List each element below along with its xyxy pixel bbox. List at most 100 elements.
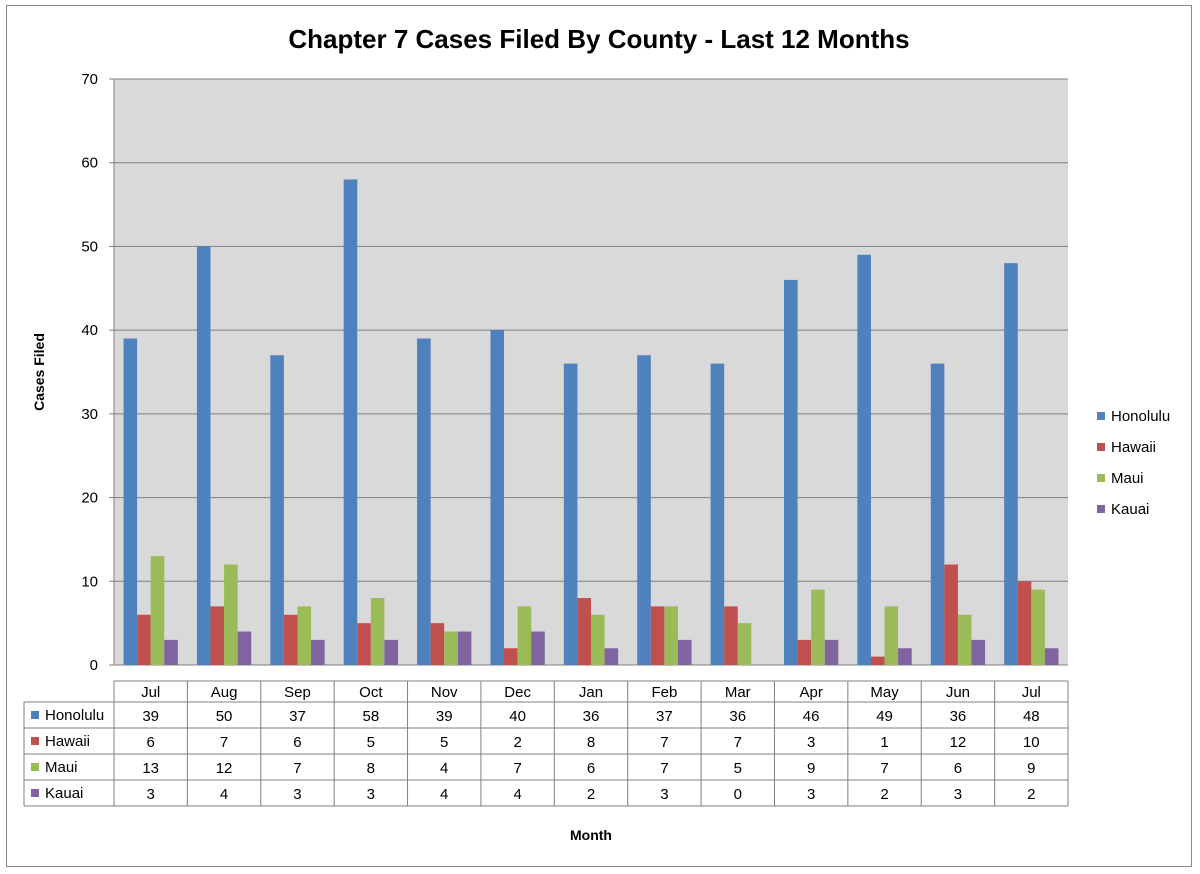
data-label: 6 (147, 734, 155, 751)
table-row-label: Honolulu (45, 707, 104, 724)
bar-honolulu (343, 179, 358, 665)
bar-maui (1031, 589, 1045, 665)
bar-kauai (384, 639, 398, 665)
x-tick-label: Jun (946, 684, 970, 701)
bar-honolulu (417, 338, 431, 665)
bar-honolulu (196, 246, 211, 665)
y-tick-label: 20 (81, 490, 98, 507)
table-legend-key (31, 711, 39, 719)
data-label: 5 (367, 734, 375, 751)
legend-key-hawaii (1097, 443, 1105, 451)
legend-label: Maui (1111, 470, 1144, 487)
bar-maui (444, 631, 458, 665)
data-label: 1 (880, 734, 888, 751)
data-label: 37 (289, 708, 306, 725)
chart-title: Chapter 7 Cases Filed By County - Last 1… (288, 24, 909, 54)
data-label: 39 (436, 708, 453, 725)
x-tick-label: Jul (1022, 684, 1041, 701)
y-tick-label: 50 (81, 238, 98, 255)
y-tick-label: 30 (81, 406, 98, 423)
x-tick-label: Apr (799, 684, 822, 701)
bar-kauai (677, 639, 692, 665)
bar-maui (297, 606, 312, 665)
y-tick-label: 70 (81, 71, 98, 88)
data-label: 3 (807, 786, 815, 803)
data-label: 5 (440, 734, 448, 751)
y-tick-label: 60 (81, 155, 98, 172)
data-label: 0 (734, 786, 742, 803)
data-label: 7 (660, 760, 668, 777)
bar-honolulu (1004, 263, 1018, 665)
legend-label: Kauai (1111, 501, 1149, 518)
data-label: 37 (656, 708, 673, 725)
bar-kauai (1044, 648, 1059, 665)
data-label: 7 (513, 760, 521, 777)
data-label: 8 (367, 760, 375, 777)
legend-key-kauai (1097, 505, 1105, 513)
bar-honolulu (563, 363, 578, 665)
bar-hawaii (504, 648, 518, 665)
data-label: 58 (363, 708, 380, 725)
bar-hawaii (430, 623, 445, 665)
bar-honolulu (784, 279, 798, 665)
data-label: 7 (734, 734, 742, 751)
data-label: 4 (513, 786, 521, 803)
data-label: 4 (440, 760, 448, 777)
data-label: 40 (509, 708, 526, 725)
bar-honolulu (710, 363, 725, 665)
bar-honolulu (857, 254, 871, 666)
data-label: 10 (1023, 734, 1040, 751)
data-label: 6 (587, 760, 595, 777)
x-tick-label: May (870, 684, 899, 701)
x-tick-label: Aug (211, 684, 238, 701)
data-label: 49 (876, 708, 893, 725)
bar-maui (224, 564, 238, 665)
bar-maui (884, 606, 899, 665)
bar-hawaii (724, 606, 738, 665)
x-tick-label: Jul (141, 684, 160, 701)
data-label: 3 (660, 786, 668, 803)
data-label: 2 (880, 786, 888, 803)
x-tick-label: Sep (284, 684, 311, 701)
bar-kauai (824, 639, 839, 665)
data-label: 39 (142, 708, 159, 725)
plot-area: 0 10 20 30 40 50 60 70 (81, 71, 1068, 674)
data-label: 7 (880, 760, 888, 777)
bar-honolulu (930, 363, 945, 665)
data-label: 6 (293, 734, 301, 751)
bar-maui (811, 589, 825, 665)
data-label: 5 (734, 760, 742, 777)
data-label: 50 (216, 708, 233, 725)
x-tick-label: Jan (579, 684, 603, 701)
data-label: 3 (147, 786, 155, 803)
legend-key-maui (1097, 474, 1105, 482)
bar-hawaii (137, 614, 151, 665)
data-label: 2 (513, 734, 521, 751)
data-label: 36 (729, 708, 746, 725)
data-label: 3 (367, 786, 375, 803)
data-label: 7 (220, 734, 228, 751)
bar-hawaii (650, 606, 665, 665)
data-label: 12 (216, 760, 233, 777)
x-tick-label: Dec (504, 684, 531, 701)
bar-honolulu (490, 330, 505, 665)
bar-kauai (531, 631, 545, 665)
bar-kauai (237, 631, 252, 665)
data-label: 12 (950, 734, 967, 751)
table-row-label: Maui (45, 759, 78, 776)
table-legend-key (31, 763, 39, 771)
bar-kauai (164, 639, 178, 665)
data-table: Jul Aug Sep Oct Nov Dec Jan Feb Mar Apr May Jun Jul H… (23, 680, 1069, 807)
bar-maui (591, 614, 605, 665)
bar-kauai (604, 648, 619, 665)
legend-label: Hawaii (1111, 439, 1156, 456)
table-row-label: Hawaii (45, 733, 90, 750)
data-label: 46 (803, 708, 820, 725)
data-label: 7 (293, 760, 301, 777)
data-label: 3 (954, 786, 962, 803)
data-label: 36 (950, 708, 967, 725)
data-label: 9 (1027, 760, 1035, 777)
bar-hawaii (1017, 581, 1032, 665)
data-label: 4 (220, 786, 228, 803)
